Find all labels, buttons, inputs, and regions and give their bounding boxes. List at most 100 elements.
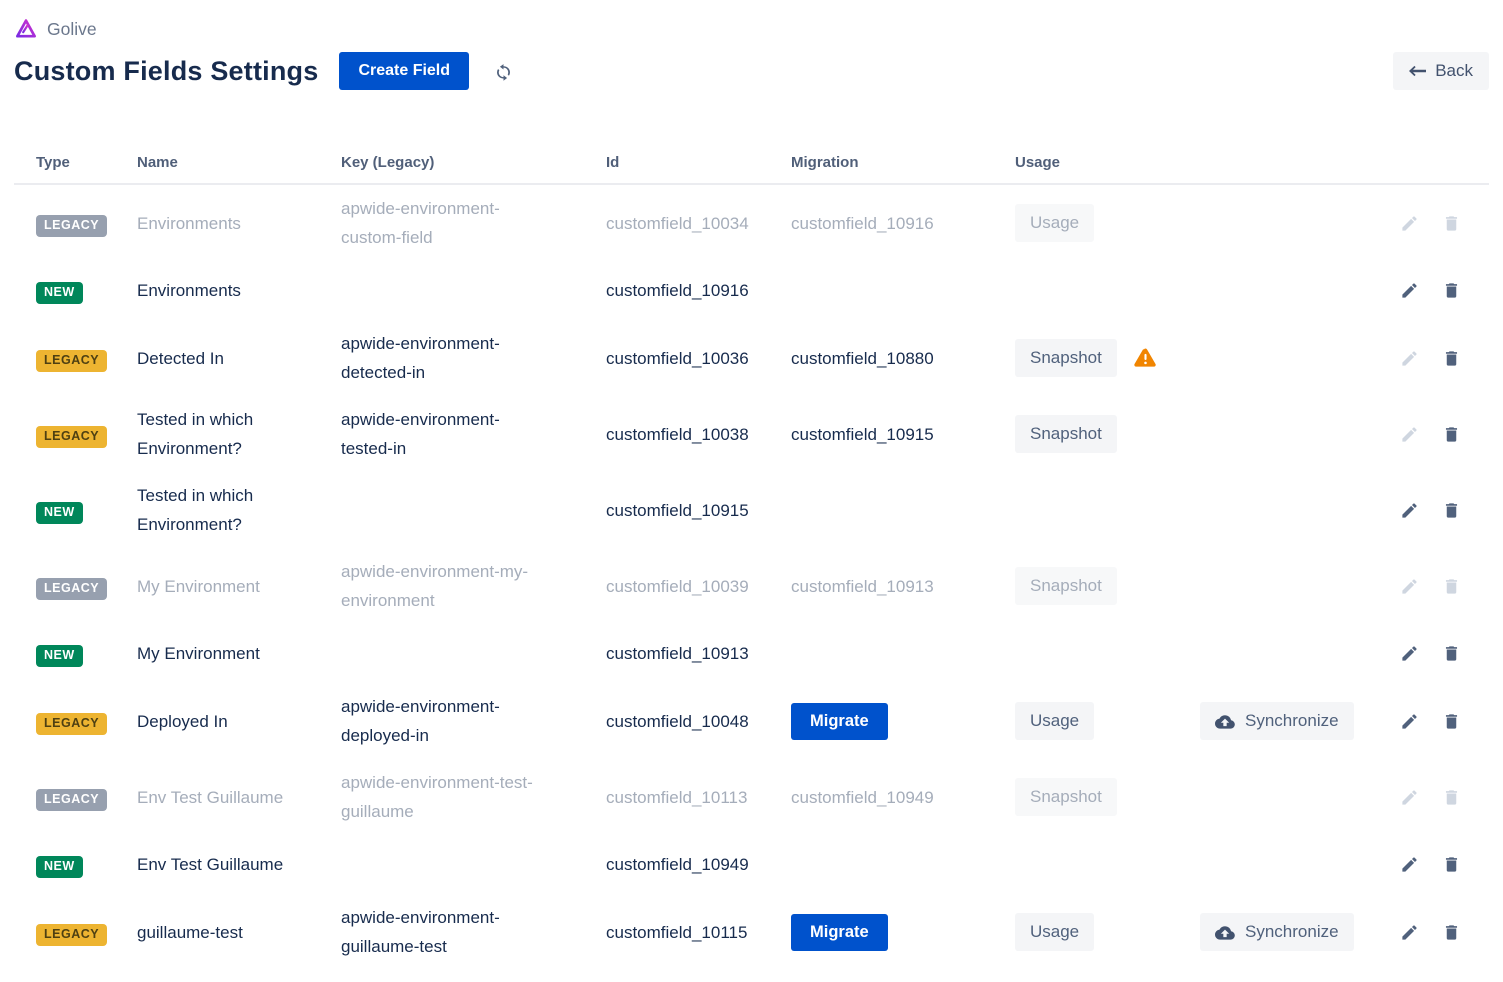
actions-cell bbox=[1390, 788, 1489, 807]
table-row: LEGACY Deployed In apwide-environment-de… bbox=[14, 683, 1489, 759]
edit-button[interactable] bbox=[1400, 712, 1419, 731]
edit-button[interactable] bbox=[1400, 501, 1419, 520]
usage-cell: Snapshot bbox=[1015, 339, 1200, 377]
type-cell: LEGACY bbox=[36, 209, 137, 238]
synchronize-cell: Synchronize bbox=[1200, 913, 1390, 951]
type-badge: LEGACY bbox=[36, 349, 108, 372]
trash-icon bbox=[1442, 350, 1461, 371]
field-name: Environments bbox=[137, 213, 241, 233]
column-header-key: Key (Legacy) bbox=[341, 153, 435, 171]
refresh-button[interactable] bbox=[491, 59, 516, 84]
delete-button[interactable] bbox=[1442, 644, 1461, 663]
warning-icon bbox=[1134, 348, 1157, 369]
delete-button[interactable] bbox=[1442, 923, 1461, 942]
column-header-id: Id bbox=[606, 153, 620, 171]
usage-button[interactable]: Usage bbox=[1015, 702, 1095, 740]
migrate-button[interactable]: Migrate bbox=[791, 913, 888, 951]
migration-cell: customfield_10880 bbox=[791, 344, 1015, 373]
actions-cell bbox=[1390, 577, 1489, 596]
back-button[interactable]: Back bbox=[1393, 52, 1489, 90]
pencil-icon bbox=[1400, 426, 1419, 447]
synchronize-button[interactable]: Synchronize bbox=[1200, 702, 1354, 740]
field-key: apwide-environment-guillaume-test bbox=[341, 908, 500, 956]
cloud-upload-icon bbox=[1215, 925, 1235, 940]
trash-icon bbox=[1442, 646, 1461, 666]
actions-cell bbox=[1390, 425, 1489, 444]
field-key: apwide-environment-deployed-in bbox=[341, 697, 500, 745]
table-row: NEW Environments customfield_10916 bbox=[14, 261, 1489, 320]
pencil-icon bbox=[1400, 646, 1419, 666]
delete-button[interactable] bbox=[1442, 349, 1461, 368]
edit-button[interactable] bbox=[1400, 855, 1419, 874]
field-id: customfield_10113 bbox=[606, 787, 748, 807]
pencil-icon bbox=[1400, 857, 1419, 877]
pencil-icon bbox=[1400, 713, 1419, 734]
field-name: Environments bbox=[137, 281, 241, 300]
delete-button[interactable] bbox=[1442, 501, 1461, 520]
field-id: customfield_10915 bbox=[606, 500, 749, 520]
field-key: apwide-environment-test-guillaume bbox=[341, 773, 533, 821]
edit-button[interactable] bbox=[1400, 923, 1419, 942]
edit-button[interactable] bbox=[1400, 644, 1419, 663]
actions-cell bbox=[1390, 923, 1489, 942]
delete-button[interactable] bbox=[1442, 855, 1461, 874]
usage-button[interactable]: Usage bbox=[1015, 913, 1095, 951]
field-name: Tested in which Environment? bbox=[137, 486, 254, 534]
table-row: NEW My Environment customfield_10913 bbox=[14, 624, 1489, 683]
snapshot-button[interactable]: Snapshot bbox=[1015, 339, 1117, 377]
migration-target-id: customfield_10880 bbox=[791, 348, 934, 368]
title-row: Custom Fields Settings Create Field Back bbox=[14, 51, 1489, 91]
edit-button bbox=[1400, 214, 1419, 233]
actions-cell bbox=[1390, 644, 1489, 663]
delete-button[interactable] bbox=[1442, 281, 1461, 300]
type-cell: NEW bbox=[36, 496, 137, 525]
type-cell: NEW bbox=[36, 276, 137, 305]
field-id: customfield_10034 bbox=[606, 213, 749, 233]
type-badge: LEGACY bbox=[36, 214, 108, 237]
field-id: customfield_10115 bbox=[606, 922, 748, 942]
trash-icon bbox=[1442, 283, 1461, 303]
back-label: Back bbox=[1435, 61, 1473, 80]
table-row: NEW Env Test Guillaume customfield_10949 bbox=[14, 835, 1489, 894]
field-name: Detected In bbox=[137, 348, 224, 368]
field-key: apwide-environment-tested-in bbox=[341, 410, 500, 458]
table-row: LEGACY Env Test Guillaume apwide-environ… bbox=[14, 759, 1489, 835]
field-id: customfield_10038 bbox=[606, 424, 749, 444]
actions-cell bbox=[1390, 855, 1489, 874]
migration-target-id: customfield_10913 bbox=[791, 576, 934, 596]
delete-button[interactable] bbox=[1442, 712, 1461, 731]
migration-target-id: customfield_10915 bbox=[791, 424, 934, 444]
trash-icon bbox=[1442, 426, 1461, 447]
pencil-icon bbox=[1400, 502, 1419, 523]
create-field-button[interactable]: Create Field bbox=[339, 52, 470, 90]
field-key: apwide-environment-detected-in bbox=[341, 334, 500, 382]
column-header-migration: Migration bbox=[791, 153, 859, 171]
field-name: My Environment bbox=[137, 576, 260, 596]
trash-icon bbox=[1442, 789, 1461, 810]
migration-cell: customfield_10916 bbox=[791, 209, 1015, 238]
field-id: customfield_10048 bbox=[606, 711, 749, 731]
synchronize-button[interactable]: Synchronize bbox=[1200, 913, 1354, 951]
usage-cell: Snapshot bbox=[1015, 567, 1200, 605]
pencil-icon bbox=[1400, 283, 1419, 303]
edit-button bbox=[1400, 425, 1419, 444]
type-cell: LEGACY bbox=[36, 572, 137, 601]
brand-name: Golive bbox=[47, 18, 97, 39]
migration-cell: customfield_10915 bbox=[791, 420, 1015, 449]
usage-cell: Snapshot bbox=[1015, 778, 1200, 816]
usage-cell: Snapshot bbox=[1015, 415, 1200, 453]
migrate-button[interactable]: Migrate bbox=[791, 702, 888, 740]
usage-button: Usage bbox=[1015, 204, 1095, 242]
delete-button[interactable] bbox=[1442, 425, 1461, 444]
table-row: NEW Tested in which Environment? customf… bbox=[14, 472, 1489, 548]
migration-cell: customfield_10949 bbox=[791, 783, 1015, 812]
migration-target-id: customfield_10916 bbox=[791, 213, 934, 233]
pencil-icon bbox=[1400, 350, 1419, 371]
type-badge: NEW bbox=[36, 282, 83, 304]
delete-button bbox=[1442, 577, 1461, 596]
edit-button[interactable] bbox=[1400, 281, 1419, 300]
snapshot-button[interactable]: Snapshot bbox=[1015, 415, 1117, 453]
type-badge: LEGACY bbox=[36, 788, 108, 811]
field-name: Env Test Guillaume bbox=[137, 787, 284, 807]
field-name: Tested in which Environment? bbox=[137, 410, 254, 458]
